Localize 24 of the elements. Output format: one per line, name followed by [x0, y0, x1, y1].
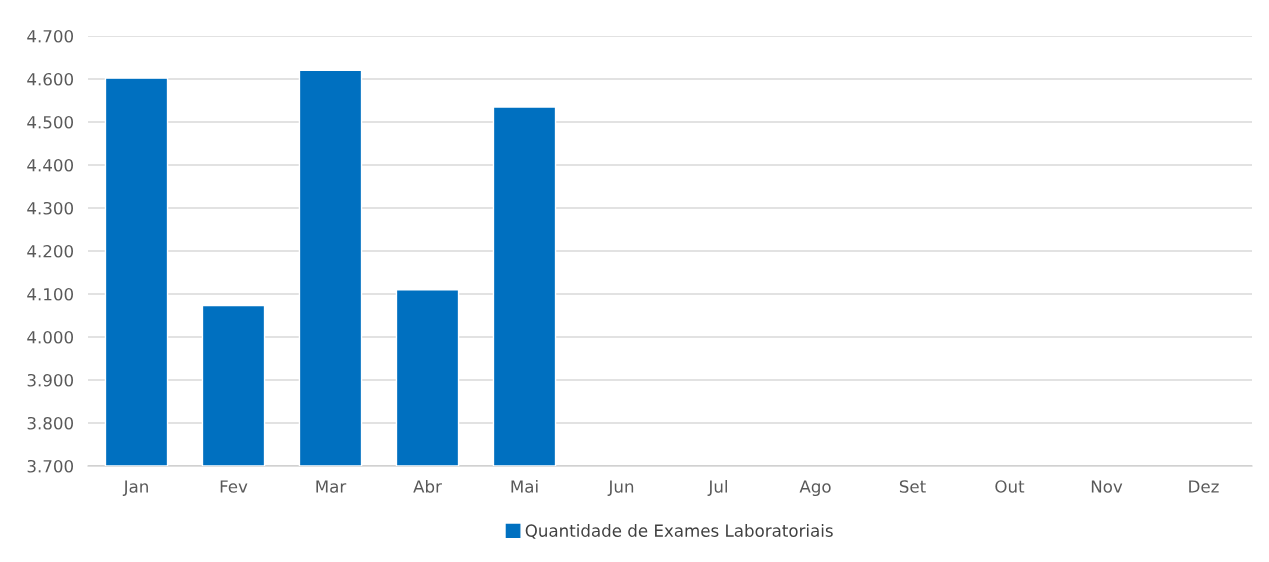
x-tick-label: Mai: [511, 479, 538, 493]
y-tick-label: 3.800: [27, 416, 73, 430]
x-tick-label: Jul: [707, 479, 727, 496]
y-tick-label: 3.900: [27, 373, 73, 387]
y-tick-label: 4.400: [27, 158, 73, 172]
x-tick-label: Out: [995, 480, 1025, 493]
y-tick-label: 4.300: [27, 201, 73, 215]
y-tick-label: 4.200: [27, 244, 73, 258]
x-tick-label: Jun: [607, 480, 634, 496]
y-tick-label: 4.100: [27, 287, 73, 301]
x-tick-label: Set: [899, 480, 926, 493]
legend-label: Quantidade de Exames Laboratoriais: [525, 524, 833, 539]
y-tick-label: 4.500: [27, 115, 73, 129]
x-tick-label: Nov: [1091, 480, 1123, 493]
y-tick-label: 3.700: [27, 459, 73, 473]
x-tick-label: Fev: [220, 480, 248, 493]
x-tick-label: Abr: [413, 479, 442, 493]
y-tick-label: 4.700: [27, 29, 73, 43]
y-tick-label: 4.600: [27, 72, 73, 86]
x-tick-label: Dez: [1189, 480, 1219, 493]
y-tick-label: 4.000: [27, 330, 73, 344]
x-tick-label: Ago: [799, 480, 831, 497]
x-tick-label: Mar: [316, 480, 347, 493]
x-tick-label: Jan: [122, 480, 148, 496]
